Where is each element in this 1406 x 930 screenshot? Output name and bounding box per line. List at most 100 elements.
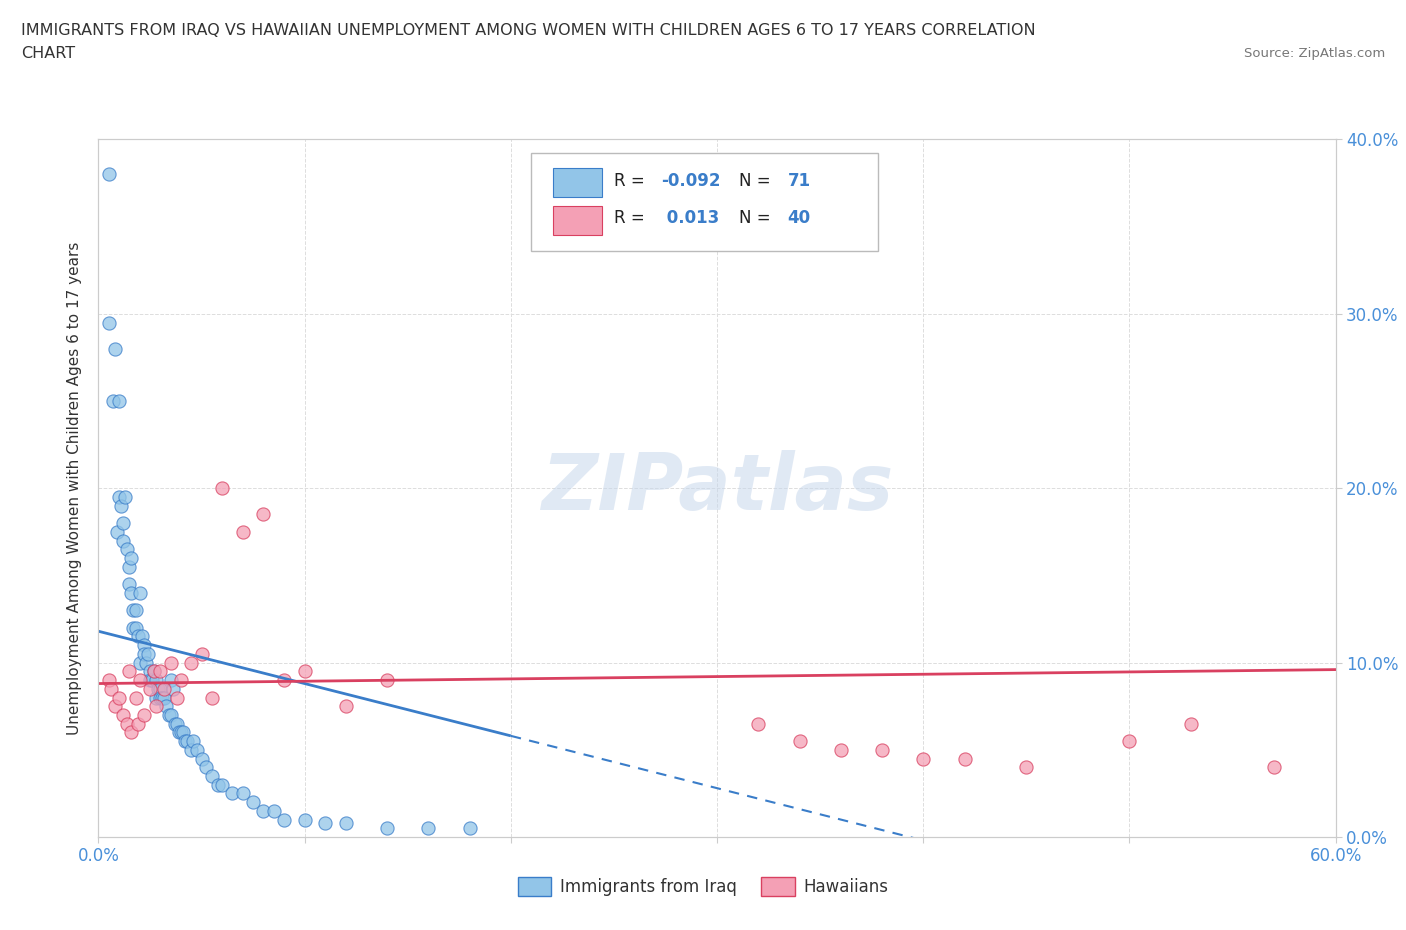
Point <box>335 816 357 830</box>
Point <box>273 812 295 827</box>
Point <box>201 690 224 705</box>
FancyBboxPatch shape <box>553 168 602 197</box>
Point <box>101 393 124 408</box>
Point <box>153 690 176 705</box>
Point <box>1180 716 1202 731</box>
Point <box>150 690 173 705</box>
Point <box>145 690 167 705</box>
Text: R =: R = <box>614 172 651 191</box>
Point <box>912 751 935 766</box>
Point <box>118 577 141 591</box>
Text: 71: 71 <box>787 172 811 191</box>
Point <box>294 812 316 827</box>
Point <box>117 542 139 557</box>
Point <box>120 725 142 740</box>
Point <box>108 393 131 408</box>
Point <box>232 786 254 801</box>
FancyBboxPatch shape <box>553 206 602 235</box>
Point <box>124 603 146 618</box>
Point <box>127 716 149 731</box>
Y-axis label: Unemployment Among Women with Children Ages 6 to 17 years: Unemployment Among Women with Children A… <box>67 242 83 735</box>
Point <box>167 725 190 740</box>
Point <box>294 664 316 679</box>
Point <box>181 734 204 749</box>
Point <box>1118 734 1140 749</box>
Text: N =: N = <box>740 209 776 227</box>
Point <box>139 682 162 697</box>
Point <box>132 638 155 653</box>
Point <box>314 816 336 830</box>
Point <box>1015 760 1038 775</box>
Point <box>136 646 159 661</box>
Text: R =: R = <box>614 209 651 227</box>
Point <box>97 315 120 330</box>
Point <box>221 786 243 801</box>
Point <box>180 656 202 671</box>
Point <box>170 725 193 740</box>
Point <box>232 525 254 539</box>
Point <box>128 586 150 601</box>
Point <box>104 698 127 713</box>
Point <box>149 682 172 697</box>
Point <box>953 751 976 766</box>
Point <box>149 664 172 679</box>
Point <box>162 682 184 697</box>
Point <box>153 682 176 697</box>
Point <box>148 682 170 697</box>
Point <box>131 629 153 644</box>
Point <box>132 646 155 661</box>
Point <box>252 804 274 818</box>
Point <box>104 341 127 356</box>
Point <box>273 672 295 687</box>
Point <box>166 716 188 731</box>
Text: -0.092: -0.092 <box>661 172 721 191</box>
Point <box>375 821 398 836</box>
Point <box>108 489 131 504</box>
Point <box>418 821 440 836</box>
Point <box>747 716 769 731</box>
Point <box>120 586 142 601</box>
Point <box>186 742 208 757</box>
Point <box>252 507 274 522</box>
Point <box>97 672 120 687</box>
Point <box>789 734 811 749</box>
Point <box>141 672 163 687</box>
Point <box>149 690 172 705</box>
Point <box>127 629 149 644</box>
Point <box>170 672 193 687</box>
Point <box>124 620 146 635</box>
Text: 40: 40 <box>787 209 811 227</box>
Point <box>335 698 357 713</box>
Text: ZIPatlas: ZIPatlas <box>541 450 893 526</box>
Point <box>870 742 893 757</box>
Point <box>135 656 157 671</box>
Point <box>163 716 186 731</box>
Point <box>375 672 398 687</box>
Point <box>132 708 155 723</box>
Point <box>145 672 167 687</box>
Point <box>211 481 233 496</box>
Text: CHART: CHART <box>21 46 75 61</box>
Point <box>118 664 141 679</box>
Text: IMMIGRANTS FROM IRAQ VS HAWAIIAN UNEMPLOYMENT AMONG WOMEN WITH CHILDREN AGES 6 T: IMMIGRANTS FROM IRAQ VS HAWAIIAN UNEMPLO… <box>21 23 1036 38</box>
Point <box>105 525 128 539</box>
Point <box>194 760 217 775</box>
Point <box>112 533 135 548</box>
Point <box>159 672 181 687</box>
Point <box>112 515 135 530</box>
Point <box>157 708 180 723</box>
Point <box>1263 760 1285 775</box>
Point <box>124 690 146 705</box>
Point <box>159 656 181 671</box>
Point <box>108 690 131 705</box>
Text: 0.013: 0.013 <box>661 209 720 227</box>
Point <box>143 664 166 679</box>
Point <box>242 794 264 809</box>
Text: Source: ZipAtlas.com: Source: ZipAtlas.com <box>1244 46 1385 60</box>
Point <box>112 708 135 723</box>
Point <box>180 742 202 757</box>
Point <box>110 498 132 513</box>
Point <box>100 682 122 697</box>
Point <box>114 489 136 504</box>
Point <box>176 734 198 749</box>
